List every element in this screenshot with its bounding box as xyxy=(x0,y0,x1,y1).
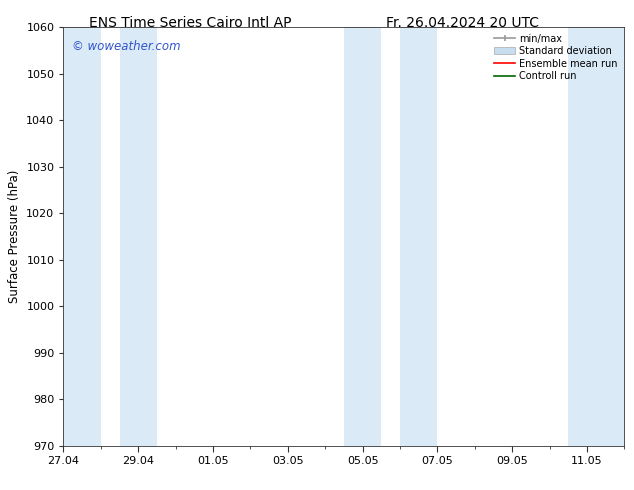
Y-axis label: Surface Pressure (hPa): Surface Pressure (hPa) xyxy=(8,170,21,303)
Bar xyxy=(400,27,437,446)
Text: © woweather.com: © woweather.com xyxy=(72,40,181,52)
Bar xyxy=(119,27,157,446)
Text: Fr. 26.04.2024 20 UTC: Fr. 26.04.2024 20 UTC xyxy=(386,16,540,30)
Bar xyxy=(568,27,624,446)
Bar xyxy=(344,27,382,446)
Legend: min/max, Standard deviation, Ensemble mean run, Controll run: min/max, Standard deviation, Ensemble me… xyxy=(492,32,619,83)
Text: ENS Time Series Cairo Intl AP: ENS Time Series Cairo Intl AP xyxy=(89,16,292,30)
Bar xyxy=(63,27,101,446)
